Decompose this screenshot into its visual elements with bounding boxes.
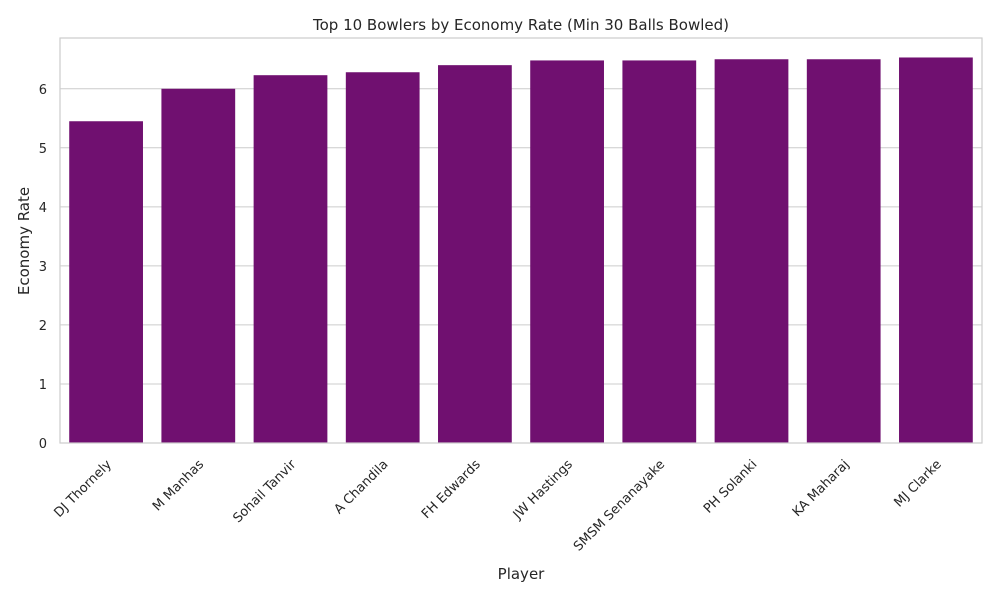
y-tick-label: 2 (39, 319, 47, 334)
y-tick-label: 5 (39, 142, 47, 157)
x-tick-label: FH Edwards (419, 457, 484, 522)
bar-6 (622, 60, 697, 444)
y-tick-label: 4 (39, 201, 47, 216)
x-tick-label: M Manhas (150, 457, 207, 514)
x-axis-label: Player (498, 565, 546, 583)
bar-1 (161, 88, 236, 444)
chart-title: Top 10 Bowlers by Economy Rate (Min 30 B… (312, 16, 729, 34)
bar-8 (806, 59, 881, 444)
plot-frame (59, 37, 983, 444)
bar-9 (899, 57, 973, 443)
bar-3 (345, 72, 420, 444)
bar-4 (438, 65, 512, 443)
x-tick-label: A Chandila (331, 457, 391, 517)
x-tick-label: JW Hastings (510, 457, 576, 523)
bar-0 (69, 121, 143, 443)
x-tick-label: DJ Thornely (51, 457, 115, 521)
y-tick-label: 0 (39, 437, 47, 452)
bar-5 (530, 60, 604, 444)
bar-2 (253, 75, 328, 443)
x-tick-label: MJ Clarke (892, 457, 945, 510)
x-axis-ticks: DJ Thornely M Manhas Sohail Tanvir A Chandi… (51, 457, 944, 555)
y-tick-label: 3 (39, 260, 47, 275)
bars (69, 57, 973, 444)
bar-7 (714, 59, 789, 444)
x-tick-label: Sohail Tanvir (230, 457, 299, 526)
x-tick-label: KA Maharaj (790, 457, 853, 520)
y-axis-label: Economy Rate (15, 187, 33, 295)
x-tick-label: SMSM Senanayake (571, 457, 668, 554)
y-tick-label: 1 (39, 378, 47, 393)
y-tick-label: 6 (39, 83, 47, 98)
x-tick-label: PH Solanki (701, 457, 760, 516)
y-axis-ticks: 0 1 2 3 4 5 6 (39, 83, 47, 452)
